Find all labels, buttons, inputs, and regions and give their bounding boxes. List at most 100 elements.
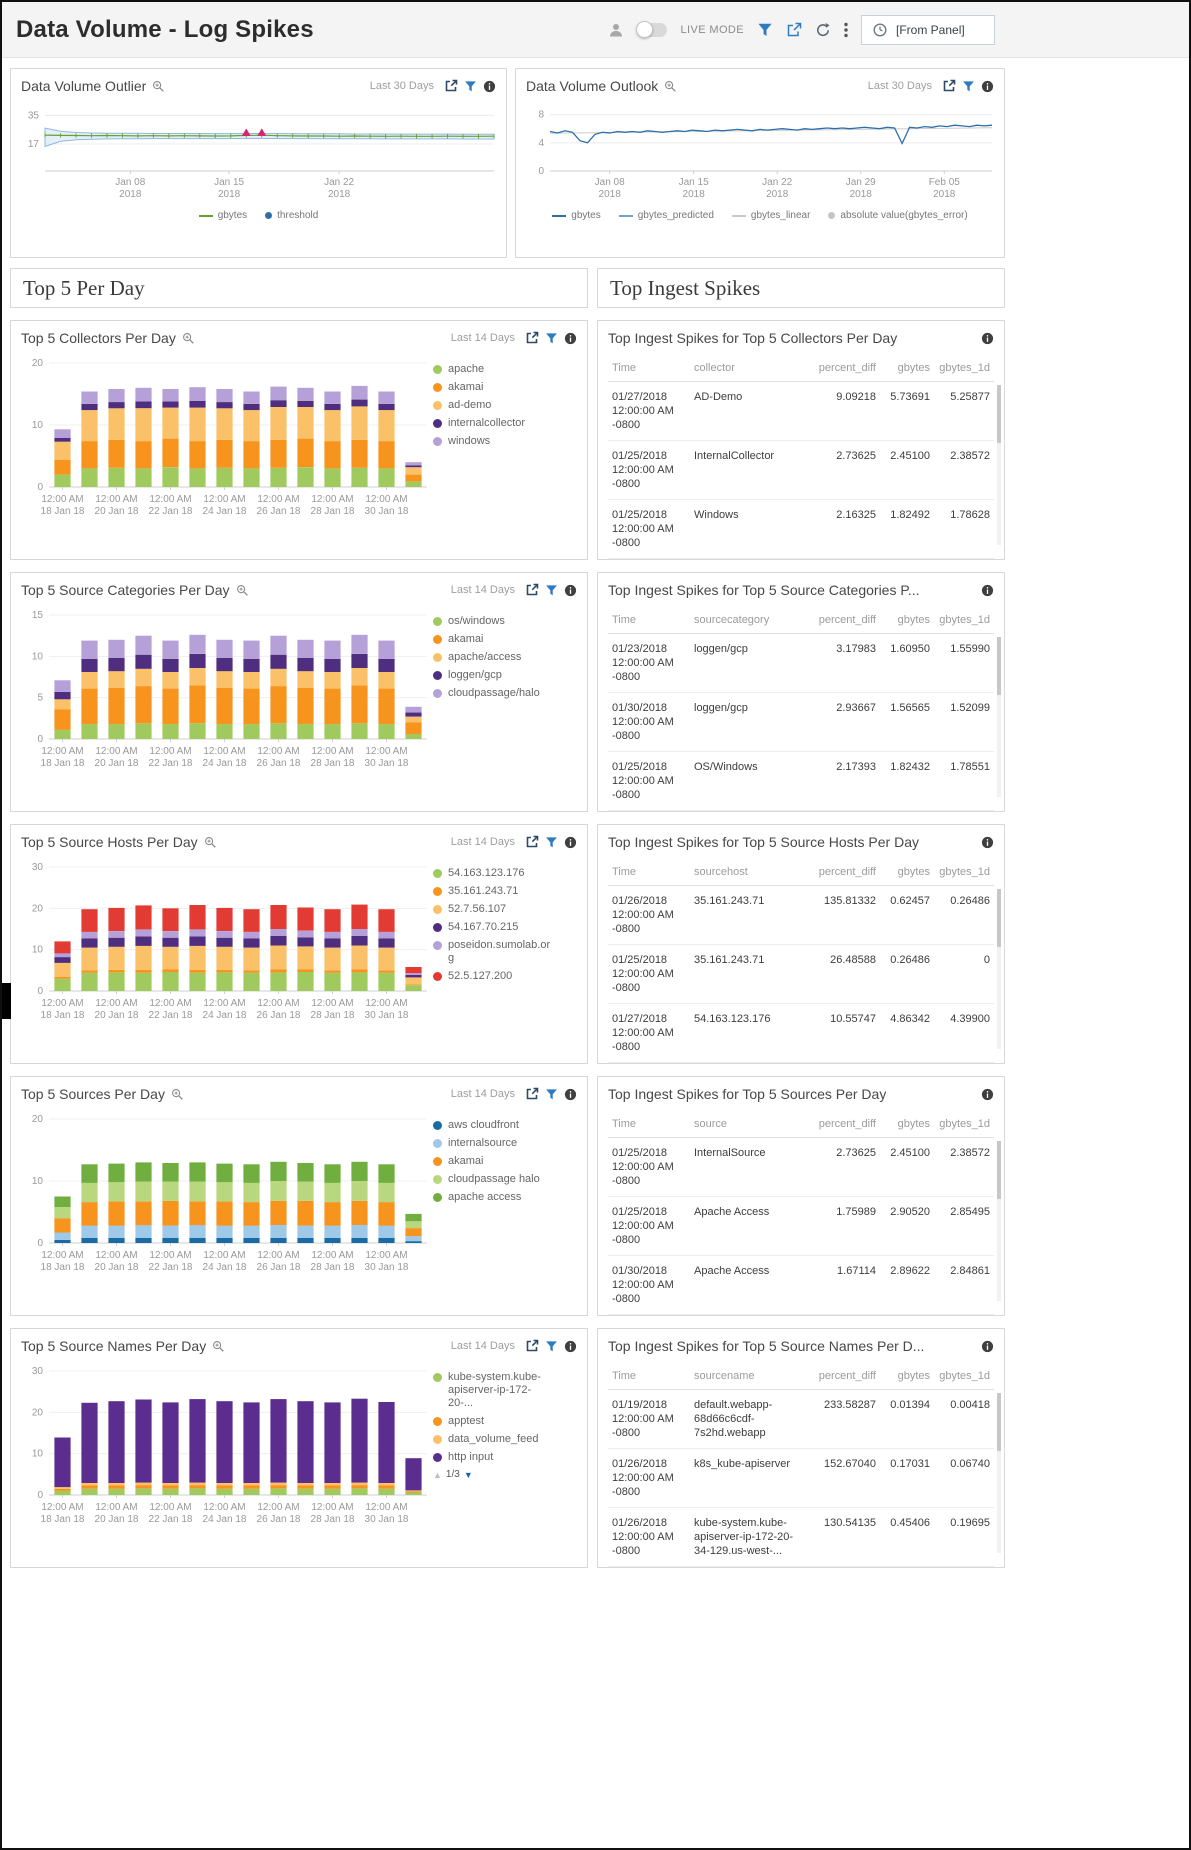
bar-segment[interactable] (216, 408, 233, 440)
bar-segment[interactable] (378, 1488, 395, 1495)
bar-segment[interactable] (135, 1181, 152, 1202)
live-mode-toggle[interactable] (636, 20, 668, 38)
bar-segment[interactable] (378, 403, 395, 411)
bar-segment[interactable] (189, 1201, 206, 1226)
legend-item[interactable]: gbytes (198, 210, 247, 221)
zoom-icon[interactable] (236, 584, 249, 597)
bar-segment[interactable] (243, 640, 260, 659)
bar-segment[interactable] (243, 972, 260, 991)
bar-segment[interactable] (81, 410, 98, 442)
legend-item[interactable]: akamai (433, 633, 555, 646)
table-scrollbar[interactable] (997, 889, 1001, 1049)
bar-segment[interactable] (135, 1482, 152, 1486)
column-header[interactable]: gbytes (897, 866, 930, 878)
collectors-chart[interactable]: 0 10 20 12:00 AM 18 Jan 18 12:00 AM 20 Jan 18 1… (15, 355, 433, 526)
bar-segment[interactable] (297, 1238, 314, 1243)
bar-segment[interactable] (324, 1164, 341, 1183)
column-header[interactable]: gbytes (897, 362, 930, 374)
bar-segment[interactable] (216, 439, 233, 468)
bar-segment[interactable] (297, 1225, 314, 1238)
bar-segment[interactable] (297, 407, 314, 439)
bar-segment[interactable] (108, 639, 125, 658)
bar-segment[interactable] (405, 1458, 422, 1491)
bar-segment[interactable] (108, 946, 125, 970)
anomaly-marker[interactable] (241, 128, 251, 137)
column-header[interactable]: collector (694, 362, 735, 374)
bar-segment[interactable] (216, 1485, 233, 1489)
column-header[interactable]: gbytes_1d (939, 866, 990, 878)
bar-segment[interactable] (297, 387, 314, 401)
bar-segment[interactable] (270, 1488, 287, 1495)
filter-icon[interactable] (545, 836, 558, 849)
column-header[interactable]: percent_diff (818, 362, 876, 374)
bar-segment[interactable] (297, 969, 314, 973)
bar-segment[interactable] (324, 391, 341, 404)
bar-segment[interactable] (405, 1490, 422, 1492)
column-header[interactable]: gbytes (897, 614, 930, 626)
zoom-icon[interactable] (182, 332, 195, 345)
legend-item[interactable]: gbytes_linear (731, 210, 810, 221)
bar-segment[interactable] (324, 931, 341, 939)
bar-segment[interactable] (54, 474, 71, 487)
bar-segment[interactable] (54, 1490, 71, 1495)
bar-segment[interactable] (270, 1161, 287, 1181)
bar-segment[interactable] (324, 1238, 341, 1243)
bar-segment[interactable] (243, 1483, 260, 1486)
bar-segment[interactable] (270, 1485, 287, 1489)
outlook-plot[interactable]: 0 4 8 Jan 08 2018 Jan 15 2018 Jan 22 2018 Jan 29 2… (516, 103, 1004, 206)
bar-segment[interactable] (351, 685, 368, 724)
bar-segment[interactable] (297, 671, 314, 688)
bar-segment[interactable] (378, 938, 395, 948)
bar-segment[interactable] (351, 1482, 368, 1486)
bar-segment[interactable] (243, 441, 260, 469)
bar-segment[interactable] (405, 967, 422, 974)
bar-segment[interactable] (405, 1213, 422, 1222)
bar-segment[interactable] (162, 908, 179, 931)
bar-segment[interactable] (108, 937, 125, 947)
bar-segment[interactable] (54, 1232, 71, 1240)
bar-segment[interactable] (297, 1488, 314, 1495)
bar-segment[interactable] (54, 441, 71, 460)
bar-segment[interactable] (243, 938, 260, 948)
bar-segment[interactable] (378, 391, 395, 404)
bar-segment[interactable] (378, 947, 395, 971)
bar-segment[interactable] (270, 905, 287, 929)
bar-segment[interactable] (216, 1483, 233, 1486)
bar-segment[interactable] (351, 1181, 368, 1201)
bar-segment[interactable] (324, 909, 341, 932)
table-row[interactable]: 01/26/2018 12:00:00 AM -0800 k8s_kube-api… (608, 1449, 994, 1508)
bar-segment[interactable] (216, 639, 233, 658)
info-icon[interactable] (483, 80, 496, 93)
bar-segment[interactable] (54, 1239, 71, 1243)
bar-segment[interactable] (108, 1483, 125, 1486)
bar-segment[interactable] (216, 907, 233, 931)
legend-page-down-icon[interactable]: ▼ (463, 1469, 473, 1480)
scrollbar-thumb[interactable] (997, 1393, 1001, 1451)
bar-segment[interactable] (135, 1225, 152, 1238)
bar-segment[interactable] (135, 969, 152, 973)
bar-segment[interactable] (405, 465, 422, 468)
bar-segment[interactable] (108, 969, 125, 973)
column-header[interactable]: Time (612, 1370, 637, 1382)
bar-segment[interactable] (108, 1163, 125, 1183)
bar-segment[interactable] (135, 936, 152, 946)
bar-segment[interactable] (270, 1399, 287, 1483)
expand-icon[interactable] (525, 835, 539, 849)
bar-segment[interactable] (162, 972, 179, 991)
table-row[interactable]: 01/25/2018 12:00:00 AM -0800 InternalSour… (608, 1138, 994, 1197)
bar-segment[interactable] (297, 946, 314, 970)
bar-segment[interactable] (189, 1162, 206, 1182)
bar-segment[interactable] (162, 1181, 179, 1201)
column-header[interactable]: Time (612, 1118, 637, 1130)
bar-segment[interactable] (270, 972, 287, 991)
bar-segment[interactable] (189, 407, 206, 442)
scrollbar-thumb[interactable] (997, 637, 1001, 695)
bar-segment[interactable] (162, 407, 179, 439)
bar-segment[interactable] (270, 929, 287, 936)
bar-segment[interactable] (135, 723, 152, 739)
bar-segment[interactable] (108, 658, 125, 672)
bar-segment[interactable] (378, 441, 395, 469)
bar-segment[interactable] (351, 1161, 368, 1181)
bar-segment[interactable] (297, 937, 314, 947)
bar-segment[interactable] (270, 686, 287, 724)
